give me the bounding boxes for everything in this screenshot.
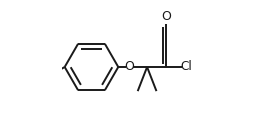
- Text: O: O: [125, 60, 135, 74]
- Text: O: O: [161, 10, 171, 23]
- Text: Cl: Cl: [180, 60, 192, 74]
